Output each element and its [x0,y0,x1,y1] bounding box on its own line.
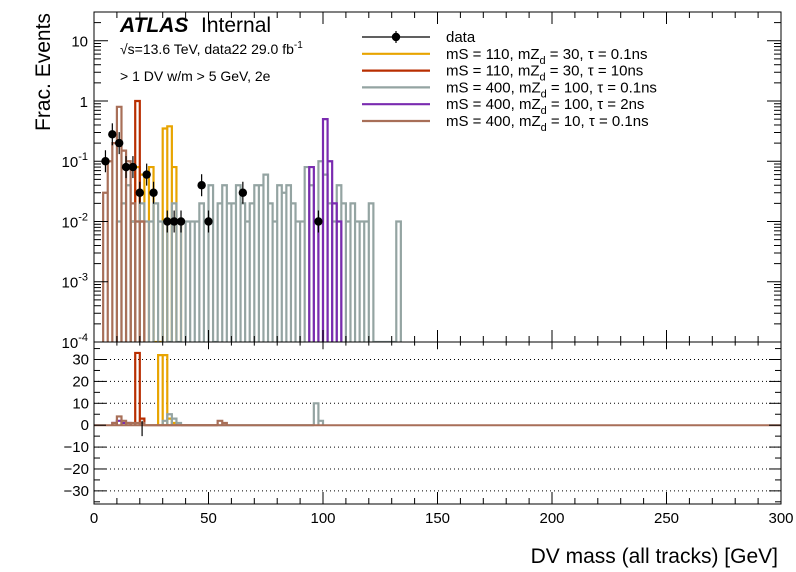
histogram-ms-400-mzd-100-2ns [308,118,343,342]
lower-y-tick-label: 0 [81,417,89,434]
histogram-ms-110-mzd-30-0-1ns [129,125,183,342]
data-point [176,217,186,226]
data-point [204,217,213,226]
x-tick-label: 150 [425,510,450,527]
x-tick-label: 0 [90,510,98,527]
energy-annotation: √s=13.6 TeV, data22 29.0 fb-1 [120,40,303,57]
data-point [169,217,179,226]
atlas-label: ATLAS [119,14,188,37]
data-point [128,162,138,172]
histogram-ms-110-mzd-30-10ns [134,351,146,426]
x-tick-label: 50 [200,510,217,527]
upper-y-tick-label: 10 [71,34,88,51]
data-point [114,138,124,148]
data-point [238,188,248,197]
legend-label: mS = 110, mZd = 30, τ = 0.1ns [446,46,647,67]
legend-label: data [446,29,476,46]
status-label: Internal [201,14,271,37]
upper-y-tick-label: 1 [80,94,88,111]
lower-y-tick-label: 10 [72,395,89,412]
x-tick-label: 200 [539,510,564,527]
data-point [314,217,323,226]
histogram-ms-400-mzd-100-0-1ns [115,160,402,342]
data-point [108,130,117,139]
lower-y-tick-label: −20 [64,461,89,478]
legend-label: mS = 400, mZd = 10, τ = 0.1ns [446,113,649,134]
x-axis-label: DV mass (all tracks) [GeV] [531,545,778,568]
x-tick-label: 300 [768,510,793,527]
selection-annotation: > 1 DV w/m > 5 GeV, 2e [120,68,271,84]
upper-frame [93,11,782,343]
data-point [135,188,144,197]
data-point [197,181,206,190]
lower-plot-content [94,351,781,492]
histogram-ms-400-mzd-100-0-1ns [161,402,325,427]
legend-marker-point [391,32,401,42]
lower-y-tick-label: −10 [64,439,89,456]
upper-plot-content [101,99,402,342]
x-tick-label: 250 [654,510,679,527]
histogram-ms-110-mzd-30-0-1ns [157,354,178,426]
data-point [149,188,158,197]
legend-label: mS = 400, mZd = 100, τ = 0.1ns [446,79,657,100]
lower-y-tick-label: −30 [64,483,89,500]
upper-y-tick-label: 10-4 [62,332,88,352]
data-point [142,170,151,179]
upper-y-tick-label: 10-2 [62,211,88,231]
legend-label: mS = 400, mZd = 100, τ = 2ns [446,96,644,117]
lower-y-tick-label: 30 [72,352,89,369]
histogram-ms-400-mzd-10-0-1ns [102,105,146,342]
lower-y-tick-label: 20 [72,373,89,390]
x-tick-label: 100 [310,510,335,527]
upper-y-tick-label: 10-3 [62,272,88,292]
data-point [121,162,131,172]
upper-y-tick-label: 10-1 [62,151,88,171]
upper-y-axis-label: Frac. Events [32,13,55,131]
lower-frame [93,341,782,505]
legend-label: mS = 110, mZd = 30, τ = 10ns [446,63,643,84]
data-point [163,217,172,226]
